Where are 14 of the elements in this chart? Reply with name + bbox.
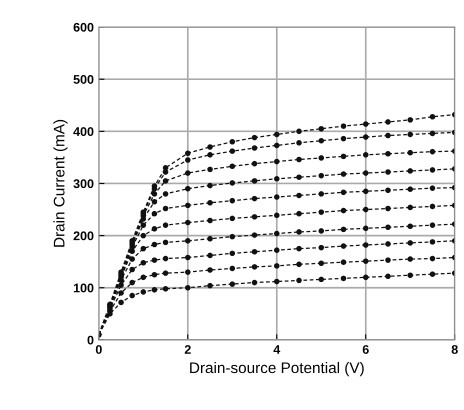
y-tick-label: 200 [74, 231, 94, 240]
y-tick-label: 100 [74, 284, 94, 292]
x-tick-label: 6 [362, 345, 369, 354]
x-tick-label: 8 [452, 345, 458, 354]
x-axis-title: Drain-source Potential (V) [190, 362, 364, 376]
x-tick-label: 4 [273, 345, 280, 354]
y-tick-label: 300 [73, 179, 94, 188]
y-tick-label: 0 [88, 336, 94, 345]
y-tick-label: 500 [74, 75, 94, 84]
x-tick-label: 2 [184, 345, 191, 354]
x-tick-label: 0 [96, 345, 102, 354]
y-tick-label: 400 [73, 127, 94, 136]
y-tick-label: 600 [74, 22, 94, 32]
y-axis-title: Drain Current (mA) [53, 120, 68, 247]
